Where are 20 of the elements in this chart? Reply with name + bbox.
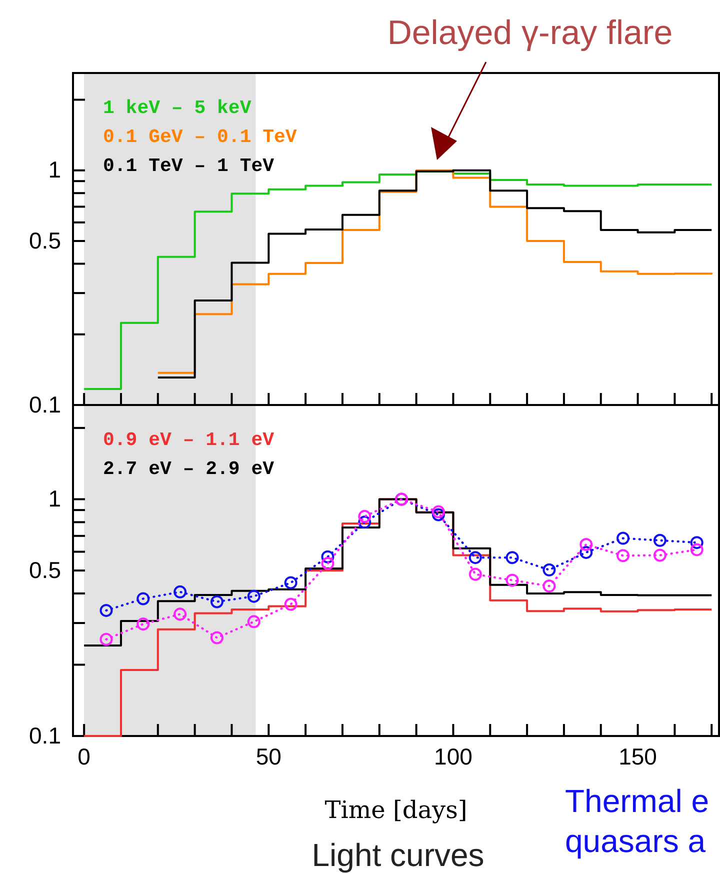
y-tick-label: 0.1 [29,722,61,748]
text: Light curves [312,837,484,873]
x-tick-label: 0 [78,743,90,770]
y-tick-label: 0.5 [29,556,61,583]
text: Delayed γ-ray flare [387,14,673,52]
y-tick-label: 1 [48,156,61,183]
text: 2.7 eV – 2.9 eV [103,458,275,480]
x-tick-label: 100 [434,743,472,770]
text: 0.1 TeV – 1 TeV [103,155,275,177]
x-axis-title: Time [days] [324,796,468,824]
text: Thermal e [565,783,710,819]
text: 1 keV – 5 keV [103,97,252,119]
text: quasars a [565,823,706,859]
text: 0.1 GeV – 0.1 TeV [103,126,298,148]
y-tick-label: 0.1 [29,391,61,418]
x-tick-label: 150 [618,743,657,770]
y-tick-label: 0.5 [29,227,61,254]
x-tick-label: 50 [256,743,282,770]
y-tick-label: 1 [48,486,61,512]
text: 0.9 eV – 1.1 eV [103,429,275,451]
